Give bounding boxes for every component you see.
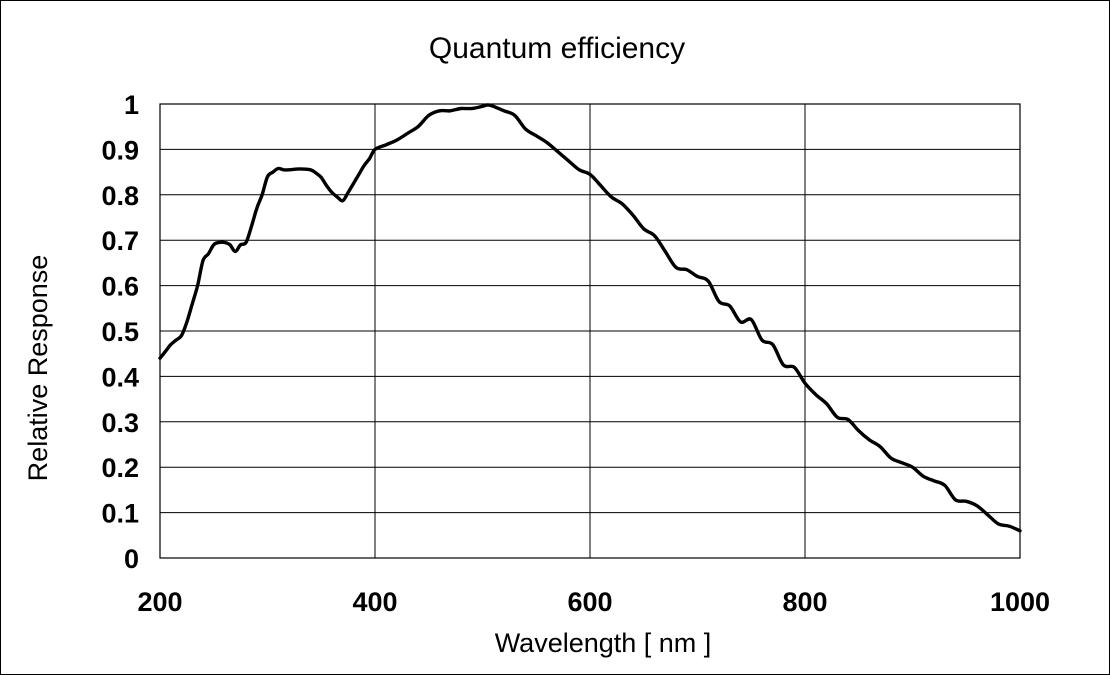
- y-tick-label: 0.9: [101, 135, 139, 165]
- x-axis-title: Wavelength [ nm ]: [495, 628, 712, 658]
- y-axis-title: Relative Response: [23, 255, 53, 482]
- x-tick-label: 200: [137, 587, 182, 617]
- y-tick-label: 0.6: [101, 272, 139, 302]
- grid-lines: [159, 103, 1021, 559]
- series-line-relative-response: [158, 103, 1022, 533]
- y-tick-label: 0.3: [101, 408, 139, 438]
- y-tick-label: 1: [124, 90, 139, 120]
- chart-title: Quantum efficiency: [429, 32, 685, 65]
- y-tick-label: 0.8: [101, 181, 139, 211]
- y-tick-label: 0: [124, 544, 139, 574]
- x-axis-ticks: 200 400 600 800 1000: [137, 587, 1050, 617]
- y-tick-label: 0.5: [101, 317, 139, 347]
- y-tick-label: 0.2: [101, 453, 139, 483]
- x-tick-label: 400: [352, 587, 397, 617]
- y-axis-ticks: 0 0.1 0.2 0.3 0.4 0.5 0.6 0.7 0.8 0.9 1: [101, 90, 139, 574]
- y-tick-label: 0.1: [101, 499, 139, 529]
- y-tick-label: 0.4: [101, 362, 139, 392]
- x-tick-label: 800: [782, 587, 827, 617]
- x-tick-label: 1000: [990, 587, 1050, 617]
- x-tick-label: 600: [567, 587, 612, 617]
- plot-area: [159, 103, 1021, 559]
- y-tick-label: 0.7: [101, 226, 139, 256]
